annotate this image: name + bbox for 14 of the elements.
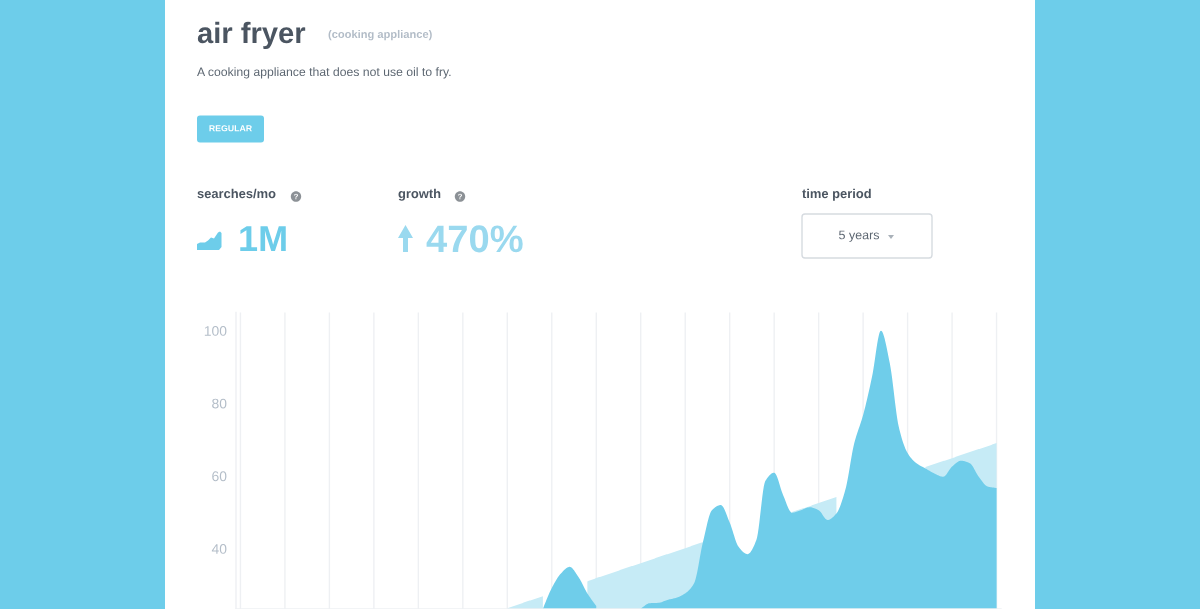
y-tick-label: 100: [204, 326, 227, 336]
text: REGULAR: [209, 125, 252, 132]
text: A cooking appliance that does not use oil to fry.: [197, 67, 451, 79]
text: 470%: [426, 225, 523, 253]
text: time period: [802, 188, 871, 201]
text: growth: [398, 188, 441, 201]
chart-title: air fryer: [197, 21, 306, 50]
text: searches/mo: [197, 188, 276, 199]
y-tick-label: 80: [212, 398, 227, 409]
text: 1M: [240, 226, 286, 251]
chart-subtitle: (cooking appliance): [328, 29, 432, 41]
text: 5 years: [839, 230, 880, 242]
y-tick-label: 60: [212, 471, 227, 482]
y-tick-label: 40: [211, 544, 227, 554]
